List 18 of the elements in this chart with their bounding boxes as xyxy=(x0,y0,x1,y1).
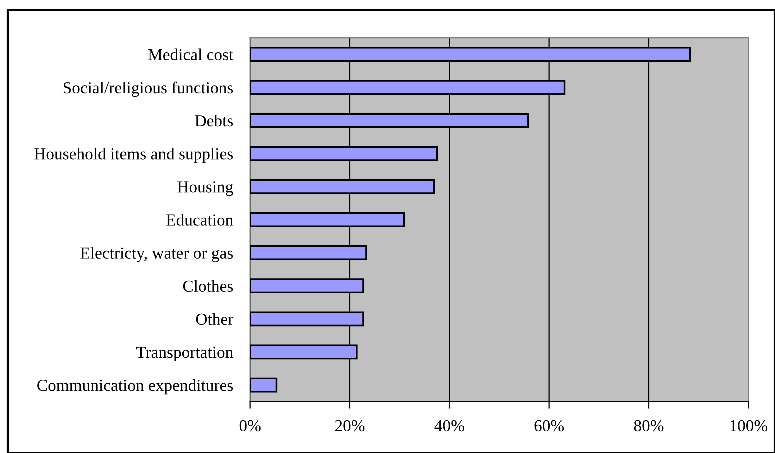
x-tick-label: 20% xyxy=(335,420,365,432)
x-tick-label: 0% xyxy=(240,420,261,432)
y-tick-label: Household items and supplies xyxy=(34,148,234,164)
y-tick-label: Debts xyxy=(195,114,234,127)
y-tick-label: Clothes xyxy=(183,280,234,292)
x-tick-label: 100% xyxy=(730,420,768,432)
x-tick-label: 80% xyxy=(634,420,664,432)
y-tick-label: Housing xyxy=(178,182,234,196)
y-tick-label: Electricty, water or gas xyxy=(80,247,234,262)
x-tick-label: 60% xyxy=(534,420,564,432)
y-tick-label: Other xyxy=(196,313,234,326)
y-tick-label: Medical cost xyxy=(148,48,234,61)
bar xyxy=(250,378,278,393)
x-tick-label: 40% xyxy=(434,420,464,432)
y-tick-label: Communication expenditures xyxy=(38,379,234,395)
y-tick-label: Social/religious functions xyxy=(64,82,234,98)
y-tick-label: Education xyxy=(166,214,234,226)
y-tick-label: Transportation xyxy=(136,346,234,362)
